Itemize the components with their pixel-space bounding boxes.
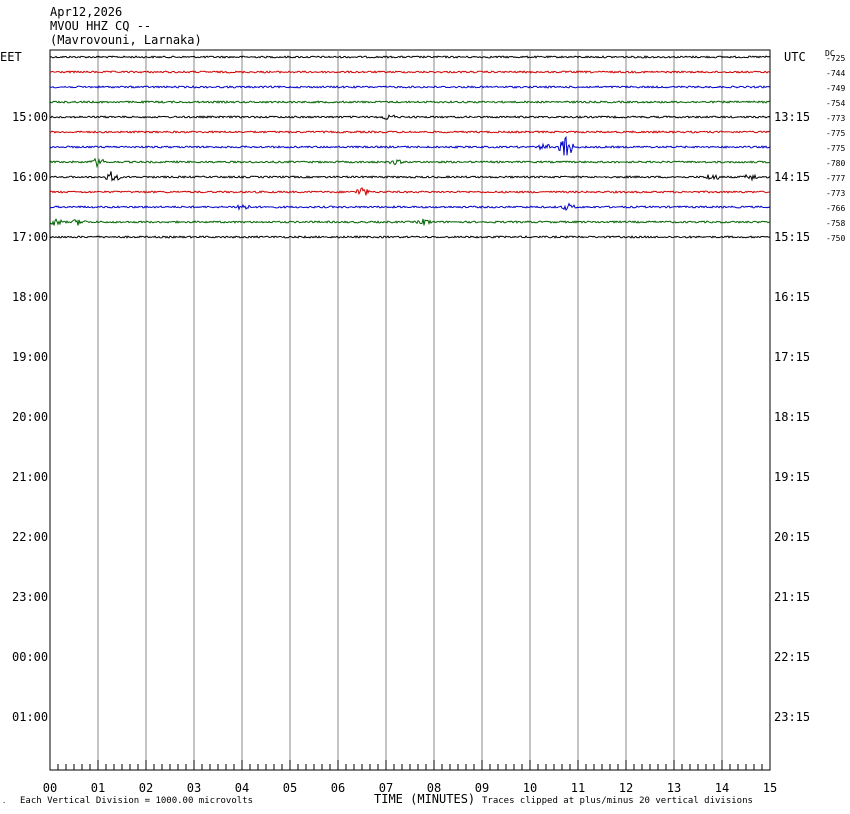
x-tick-label: 13 (667, 781, 681, 795)
x-tick-label: 04 (235, 781, 249, 795)
corner-mark: . (2, 797, 7, 805)
x-tick-label: 01 (91, 781, 105, 795)
seismic-trace (49, 130, 771, 134)
trace-dc-value: -754 (826, 99, 845, 108)
seismic-trace (49, 202, 771, 211)
x-tick-label: 03 (187, 781, 201, 795)
left-hour-label: 20:00 (12, 410, 48, 424)
left-hour-label: 00:00 (12, 650, 48, 664)
plot-grid (49, 49, 771, 771)
right-hour-label: 18:15 (774, 410, 810, 424)
left-hour-label: 23:00 (12, 590, 48, 604)
seismic-trace (49, 171, 771, 182)
left-hour-label: 18:00 (12, 290, 48, 304)
right-hour-label: 20:15 (774, 530, 810, 544)
x-tick-label: 00 (43, 781, 57, 795)
x-tick-label: 11 (571, 781, 585, 795)
x-tick-label: 02 (139, 781, 153, 795)
seismic-trace (49, 157, 771, 169)
x-tick-label: 10 (523, 781, 537, 795)
station-title: MVOU HHZ CQ -- (50, 19, 152, 33)
right-hour-label: 23:15 (774, 710, 810, 724)
trace-dc-value: -773 (826, 189, 845, 198)
clip-note: Traces clipped at plus/minus 20 vertical… (482, 796, 753, 806)
seismic-trace (49, 235, 771, 239)
x-tick-label: 07 (379, 781, 393, 795)
trace-dc-value: -775 (826, 129, 845, 138)
seismic-trace (49, 85, 771, 89)
plot-frame (49, 49, 771, 771)
x-tick-label: 05 (283, 781, 297, 795)
trace-dc-value: -744 (826, 69, 845, 78)
right-hour-label: 14:15 (774, 170, 810, 184)
trace-dc-value: -749 (826, 84, 845, 93)
trace-dc-value: -773 (826, 114, 845, 123)
right-hour-label: 19:15 (774, 470, 810, 484)
seismic-trace (49, 70, 771, 74)
x-axis-ticks (49, 760, 771, 770)
right-hour-label: 17:15 (774, 350, 810, 364)
seismic-trace (49, 114, 771, 120)
right-hour-label: 15:15 (774, 230, 810, 244)
trace-dc-value: -780 (826, 159, 845, 168)
seismic-trace (49, 135, 771, 156)
x-tick-label: 09 (475, 781, 489, 795)
right-hour-label: 16:15 (774, 290, 810, 304)
right-timezone-label: UTC (784, 50, 806, 64)
left-hour-label: 19:00 (12, 350, 48, 364)
right-hour-label: 21:15 (774, 590, 810, 604)
axis-labels: -725 -744 -749 -754 -773 -775 -775 -780 -777 -773… (12, 54, 845, 795)
left-hour-label: 16:00 (12, 170, 48, 184)
trace-dc-value: -777 (826, 174, 845, 183)
trace-dc-value: -750 (826, 234, 845, 243)
scale-note: Each Vertical Division = 1000.00 microvo… (20, 796, 253, 806)
x-axis-title: TIME (MINUTES) (374, 792, 476, 806)
record-date: Apr12,2026 (50, 5, 123, 19)
seismic-trace (49, 55, 771, 59)
left-hour-label: 17:00 (12, 230, 48, 244)
x-tick-label: 08 (427, 781, 441, 795)
left-hour-label: 01:00 (12, 710, 48, 724)
trace-dc-value: -766 (826, 204, 845, 213)
seismic-trace (49, 100, 771, 104)
left-hour-label: 22:00 (12, 530, 48, 544)
seismic-trace (49, 187, 771, 196)
left-timezone-label: EET (0, 50, 22, 64)
seismic-trace (49, 218, 771, 226)
trace-dc-value: -758 (826, 219, 845, 228)
right-hour-label: 13:15 (774, 110, 810, 124)
trace-dc-value: -725 (826, 54, 845, 63)
station-location: (Mavrovouni, Larnaka) (50, 33, 202, 47)
right-hour-label: 22:15 (774, 650, 810, 664)
trace-group (49, 55, 771, 239)
x-tick-label: 12 (619, 781, 633, 795)
dc-label: DC (825, 49, 835, 58)
left-hour-label: 15:00 (12, 110, 48, 124)
left-hour-label: 21:00 (12, 470, 48, 484)
x-tick-label: 06 (331, 781, 345, 795)
x-tick-label: 14 (715, 781, 729, 795)
trace-dc-value: -775 (826, 144, 845, 153)
x-tick-label: 15 (763, 781, 777, 795)
